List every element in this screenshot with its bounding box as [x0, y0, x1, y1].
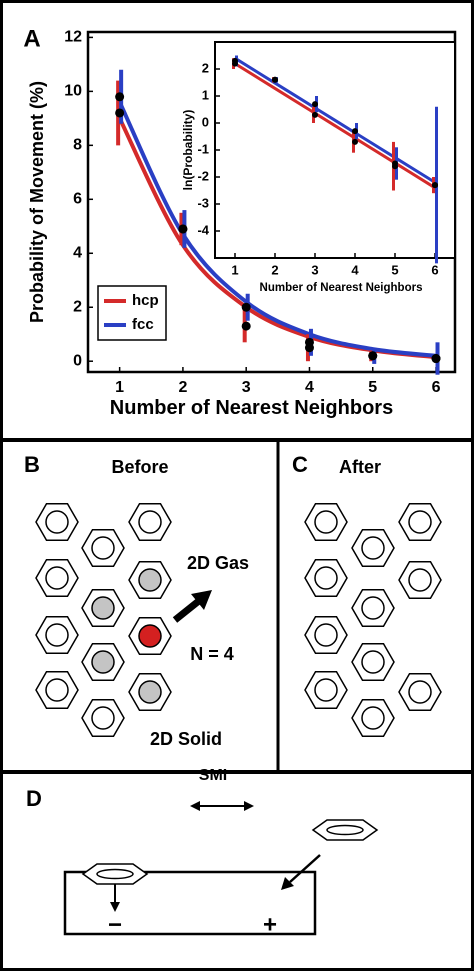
data-point — [305, 338, 314, 347]
label: N = 4 — [190, 644, 234, 664]
y-tick-label: 12 — [64, 29, 82, 46]
y-axis-label: Probability of Movement (%) — [27, 81, 47, 323]
data-point — [352, 128, 358, 134]
molecule-ring — [362, 537, 384, 559]
y-tick-label: 0 — [202, 114, 209, 129]
molecule-ring — [46, 511, 68, 533]
x-tick-label: 4 — [305, 379, 314, 396]
molecule-ring — [315, 511, 337, 533]
y-tick-label: -2 — [197, 168, 209, 183]
charge: − — [108, 911, 122, 938]
panel-title: After — [339, 457, 381, 477]
data-point — [392, 161, 398, 167]
molecule-ring — [46, 624, 68, 646]
x-tick-label: 6 — [431, 262, 438, 277]
data-point — [352, 139, 358, 145]
y-axis-label: ln(Probability) — [181, 110, 195, 191]
data-point — [432, 354, 441, 363]
panel-label: B — [24, 452, 40, 477]
panel-label: C — [292, 452, 308, 477]
data-point — [232, 58, 238, 64]
y-tick-label: 8 — [73, 137, 82, 154]
x-tick-label: 3 — [311, 262, 318, 277]
molecule-ring — [92, 651, 114, 673]
molecule-ring — [409, 511, 431, 533]
molecule-ring — [97, 870, 133, 879]
x-tick-label: 2 — [178, 379, 187, 396]
y-tick-label: 2 — [73, 298, 82, 315]
molecule-ring — [409, 569, 431, 591]
molecule-ring — [315, 679, 337, 701]
y-tick-label: 10 — [64, 83, 82, 100]
data-point — [115, 108, 124, 117]
molecule-ring — [315, 567, 337, 589]
y-tick-label: -3 — [197, 195, 209, 210]
molecule-ring — [315, 624, 337, 646]
page: A B Before 2D Gas N = 4 2D Solid C After… — [0, 0, 474, 971]
molecule-ring — [92, 707, 114, 729]
data-point — [312, 101, 318, 107]
x-tick-label: 5 — [391, 262, 398, 277]
y-tick-label: 1 — [202, 87, 209, 102]
data-point — [178, 224, 187, 233]
x-axis-label: Number of Nearest Neighbors — [110, 397, 393, 419]
data-point — [432, 182, 438, 188]
molecule-ring — [139, 569, 161, 591]
label: SMI — [199, 767, 227, 784]
label: 2D Gas — [187, 553, 249, 573]
y-tick-label: 0 — [73, 352, 82, 369]
x-tick-label: 3 — [242, 379, 251, 396]
data-point — [242, 303, 251, 312]
molecule-ring — [362, 597, 384, 619]
molecule-ring — [362, 707, 384, 729]
molecule-ring — [46, 567, 68, 589]
molecule-ring — [139, 625, 161, 647]
x-tick-label: 1 — [231, 262, 238, 277]
data-point — [242, 322, 251, 331]
x-tick-label: 2 — [271, 262, 278, 277]
molecule-ring — [92, 537, 114, 559]
legend-label: fcc — [132, 316, 154, 333]
molecule-ring — [409, 681, 431, 703]
y-tick-label: -4 — [197, 222, 209, 237]
charge: + — [263, 911, 277, 938]
figure: A B Before 2D Gas N = 4 2D Solid C After… — [0, 0, 474, 971]
x-tick-label: 1 — [115, 379, 124, 396]
molecule-ring — [139, 511, 161, 533]
x-axis-label: Number of Nearest Neighbors — [260, 282, 423, 294]
x-tick-label: 4 — [351, 262, 359, 277]
molecule-ring — [139, 681, 161, 703]
panel-title: Before — [111, 457, 168, 477]
y-tick-label: -1 — [197, 141, 209, 156]
data-point — [115, 92, 124, 101]
panel-label: D — [26, 786, 42, 811]
x-tick-label: 5 — [368, 379, 377, 396]
panel-label: A — [23, 25, 40, 52]
y-tick-label: 2 — [202, 60, 209, 75]
label: 2D Solid — [150, 729, 222, 749]
data-point — [312, 112, 318, 118]
data-point — [272, 77, 278, 83]
molecule-ring — [46, 679, 68, 701]
y-tick-label: 4 — [73, 244, 82, 261]
data-point — [368, 351, 377, 360]
legend-label: hcp — [132, 292, 159, 309]
x-tick-label: 6 — [432, 379, 441, 396]
molecule-ring — [327, 826, 363, 835]
y-tick-label: 6 — [73, 191, 82, 208]
molecule-ring — [92, 597, 114, 619]
molecule-ring — [362, 651, 384, 673]
